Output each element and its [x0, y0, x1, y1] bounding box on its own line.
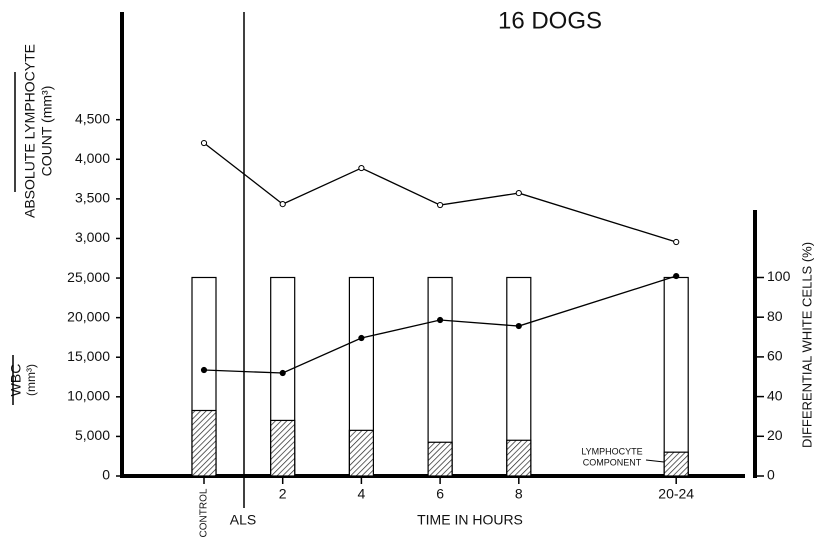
point	[279, 200, 286, 208]
point	[437, 201, 444, 209]
lymph-tick-label: 3,000	[75, 229, 110, 245]
bar	[663, 276, 689, 477]
y2-tick-label: 40	[767, 387, 783, 403]
line	[203, 142, 677, 243]
point	[515, 322, 522, 330]
axis-title-line: (mm³)	[24, 364, 38, 396]
point	[515, 189, 522, 197]
x-tick-label: 8	[515, 486, 523, 502]
lymph-tick-label: 3,500	[75, 190, 110, 206]
y-tick-label: 0	[102, 467, 110, 483]
y2-tick-label: 80	[767, 308, 783, 324]
x-axis-title: TIME IN HOURS	[417, 512, 523, 528]
y2-tick-label: 60	[767, 348, 783, 364]
x-tick-label: 20-24	[658, 486, 694, 502]
point	[279, 369, 286, 377]
bar-component	[191, 409, 217, 477]
x-tick-label: 4	[358, 486, 366, 502]
als-label: ALS	[230, 512, 256, 528]
axis-title-line: ABSOLUTE LYMPHOCYTE	[22, 44, 38, 218]
point	[200, 139, 208, 147]
point	[358, 164, 365, 172]
y2-tick-label: 0	[767, 467, 775, 483]
x-tick-label: 2	[279, 486, 287, 502]
y-tick-label: 5,000	[75, 427, 110, 443]
annotation-arrow	[645, 459, 665, 463]
y2-tick-label: 100	[767, 268, 791, 284]
axis-title-line: WBC	[8, 364, 24, 397]
y2-tick-label: 20	[767, 427, 783, 443]
bar-component	[506, 439, 532, 477]
chart-title: 16 DOGS	[498, 7, 602, 34]
y2-axis-title: DIFFERENTIAL WHITE CELLS (%)	[799, 242, 814, 448]
point	[200, 366, 208, 374]
x-tick-label: CONTROL	[199, 488, 210, 537]
lymph-tick-label: 4,000	[75, 150, 110, 166]
y-tick-label: 20,000	[67, 308, 110, 324]
y-tick-label: 25,000	[67, 269, 110, 285]
wbc-axis-title: WBC (mm³)	[8, 364, 38, 397]
lymph-tick-label: 4,500	[75, 110, 110, 126]
y-tick-label: 15,000	[67, 348, 110, 364]
point	[358, 334, 365, 342]
x-tick-label: 6	[436, 486, 444, 502]
annotation: LYMPHOCYTE	[581, 446, 642, 456]
point	[673, 272, 680, 280]
bar-component	[348, 429, 374, 477]
line	[203, 275, 677, 374]
bar-component	[427, 441, 453, 477]
lymph-axis-title: ABSOLUTE LYMPHOCYTE COUNT (mm³)	[22, 44, 55, 218]
annotation: COMPONENT	[583, 457, 642, 467]
point	[673, 238, 680, 246]
bar-component	[270, 419, 296, 477]
bar-component	[663, 451, 689, 477]
point	[437, 316, 444, 324]
y-tick-label: 10,000	[67, 388, 110, 404]
axis-title-line: COUNT (mm³)	[39, 86, 55, 177]
